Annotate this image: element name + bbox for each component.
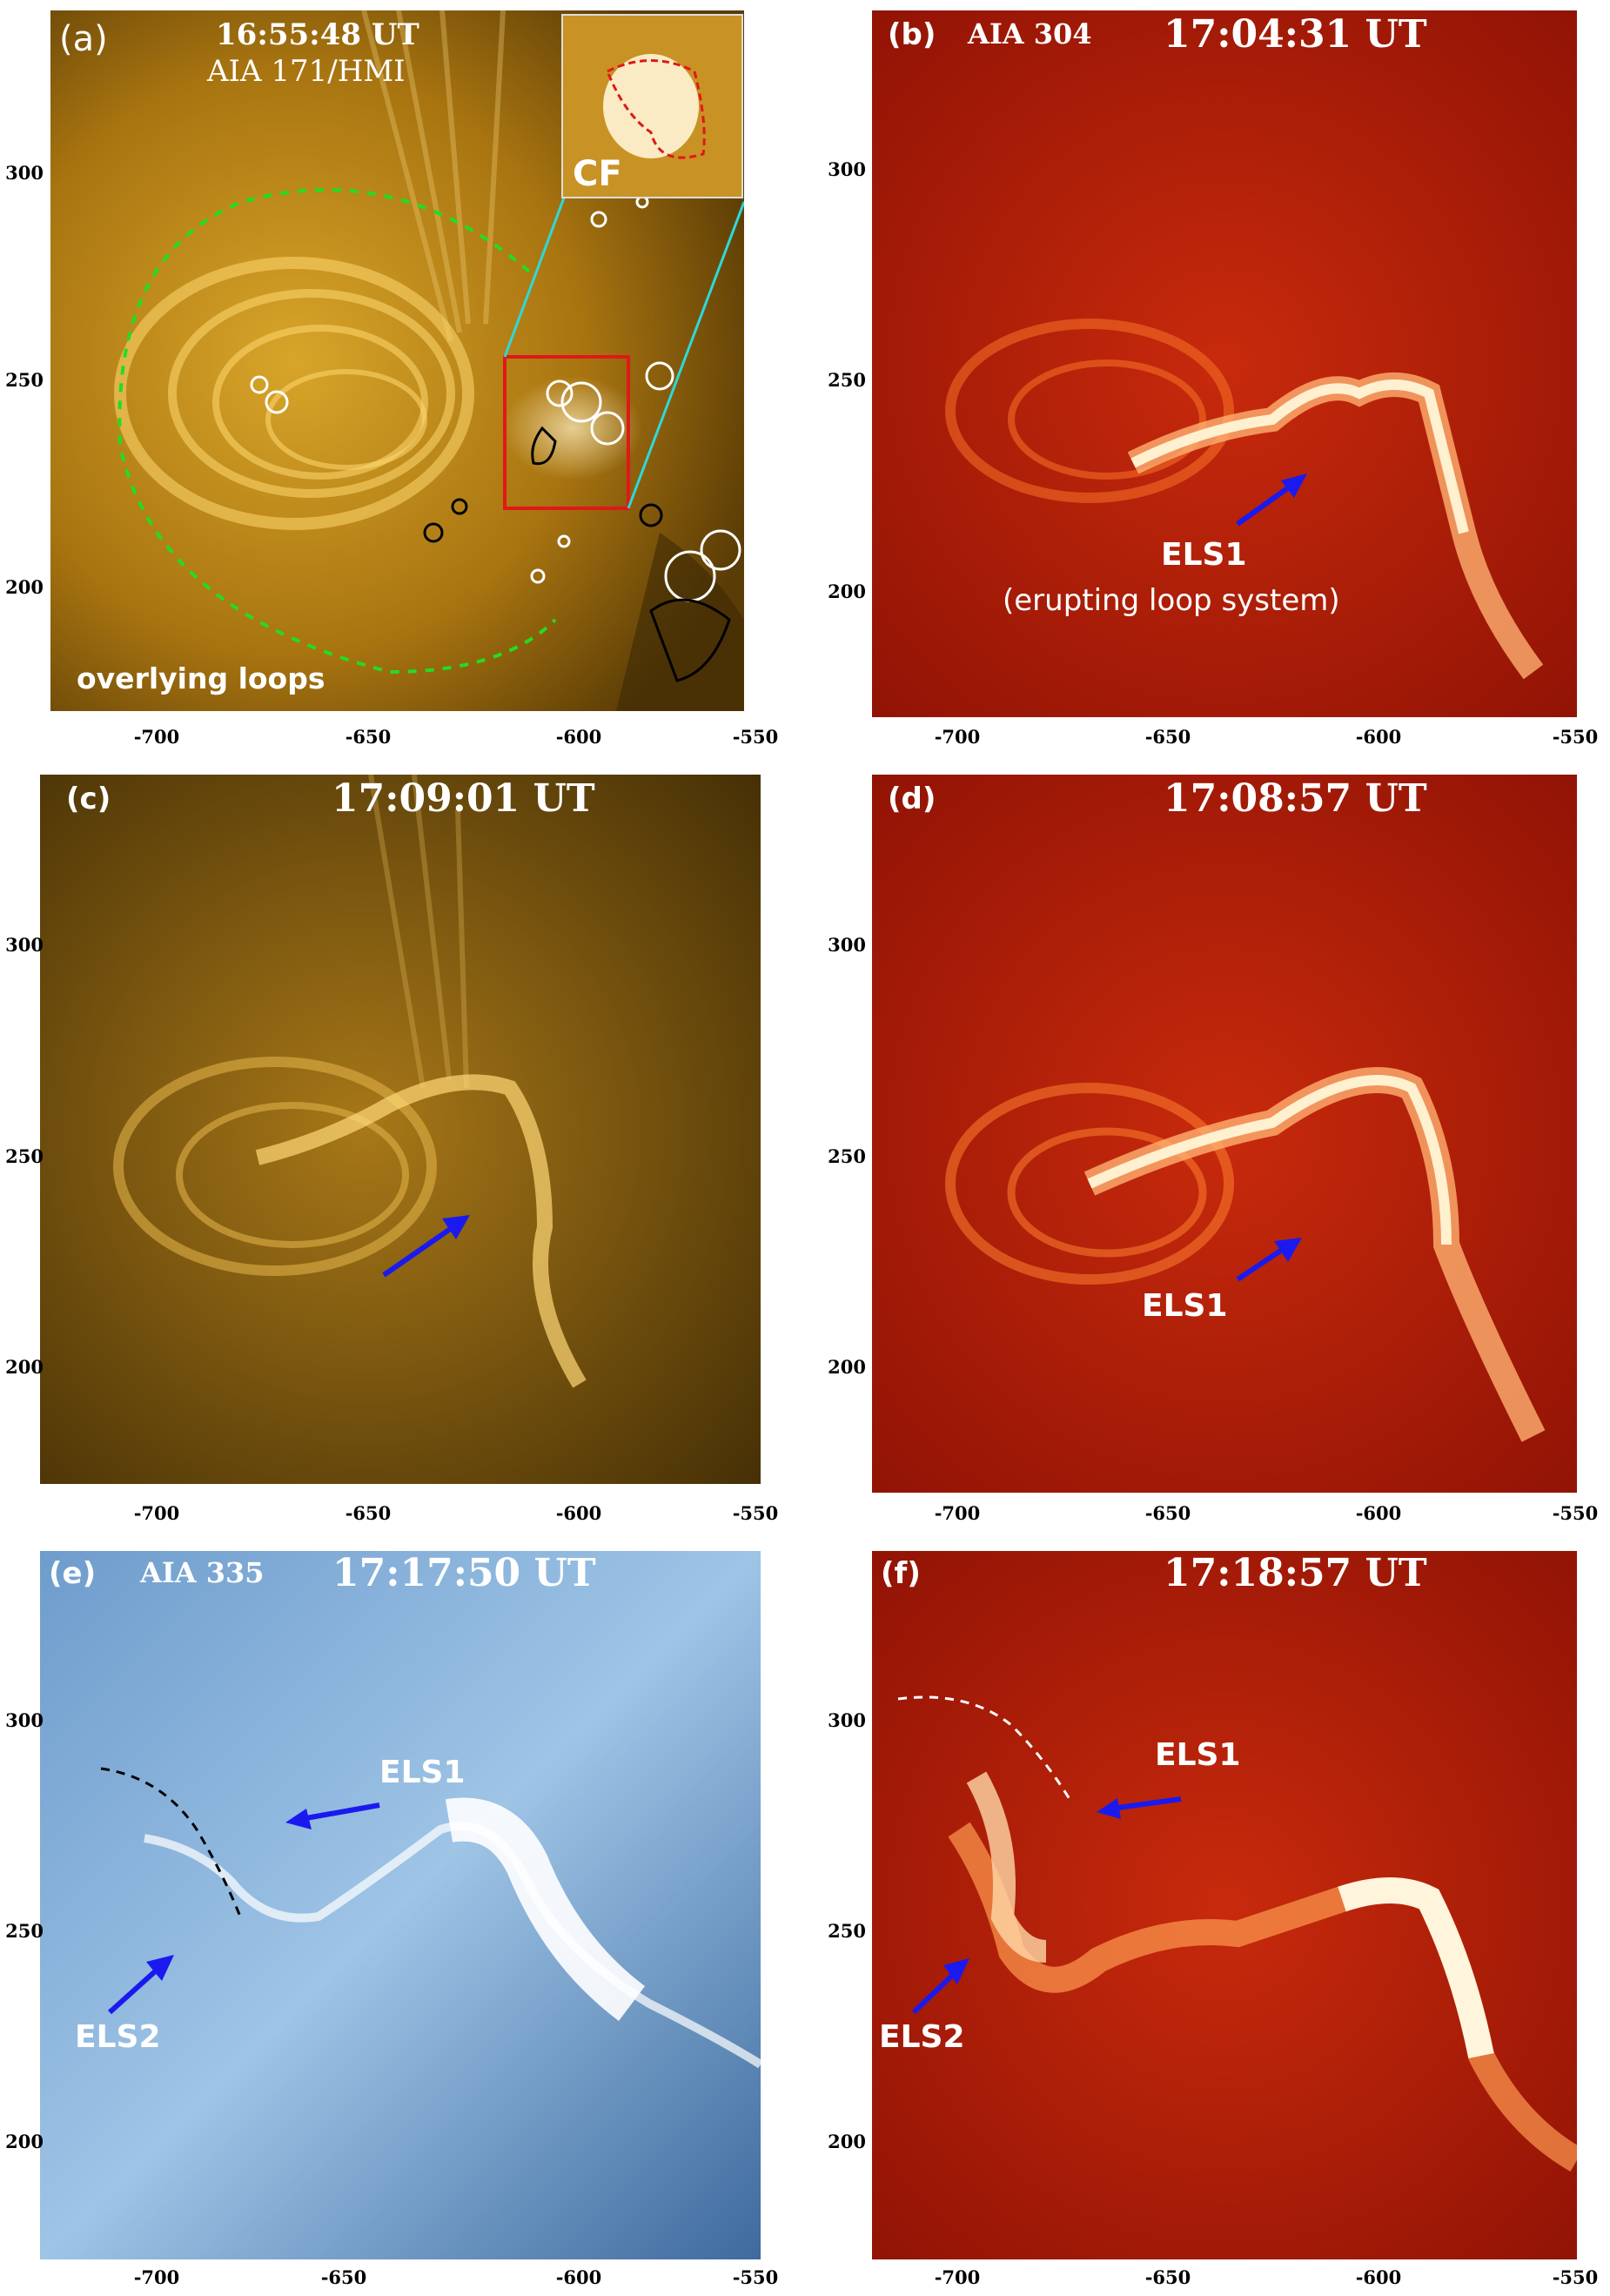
panel-d-image xyxy=(872,775,1577,1493)
panel-b-ytick-200: 200 xyxy=(828,581,866,602)
panel-c-xtick-550: -550 xyxy=(732,1502,779,1524)
panel-e-xtick-650: -650 xyxy=(320,2266,367,2288)
panel-c-ytick-200: 200 xyxy=(5,1356,44,1378)
panel-d: (d) 17:08:57 UT ELS1 xyxy=(872,775,1577,1493)
panel-f-annotation-2: ELS2 xyxy=(879,2019,965,2055)
panel-a-ytick-250: 250 xyxy=(5,369,44,391)
panel-f-label: (f) xyxy=(881,1556,921,1591)
panel-a-inset-label: CF xyxy=(573,154,622,194)
panel-d-xtick-700: -700 xyxy=(934,1502,981,1524)
panel-f-xtick-650: -650 xyxy=(1144,2266,1191,2288)
panel-e-time: 17:17:50 UT xyxy=(332,1551,596,1595)
panel-c-xtick-650: -650 xyxy=(345,1502,392,1524)
panel-f-image xyxy=(872,1551,1577,2259)
panel-d-time: 17:08:57 UT xyxy=(1164,776,1427,821)
panel-c-xtick-700: -700 xyxy=(133,1502,180,1524)
panel-b: (b) AIA 304 17:04:31 UT ELS1 (erupting l… xyxy=(872,10,1577,717)
panel-b-ytick-300: 300 xyxy=(828,158,866,180)
panel-b-annotation: ELS1 xyxy=(1161,537,1247,573)
panel-b-time: 17:04:31 UT xyxy=(1164,12,1427,57)
panel-d-xtick-600: -600 xyxy=(1355,1502,1402,1524)
panel-a-image xyxy=(50,10,744,711)
panel-a-ytick-300: 300 xyxy=(5,162,44,184)
panel-e-ytick-300: 300 xyxy=(5,1709,44,1731)
panel-b-label: (b) xyxy=(888,17,936,52)
panel-f-annotation-1: ELS1 xyxy=(1155,1737,1241,1773)
panel-e-instrument: AIA 335 xyxy=(140,1556,265,1589)
panel-b-xtick-600: -600 xyxy=(1355,726,1402,748)
panel-a-instrument: AIA 171/HMI xyxy=(207,54,406,89)
panel-c-ytick-300: 300 xyxy=(5,934,44,956)
panel-a-xtick-700: -700 xyxy=(133,726,180,748)
panel-f-xtick-700: -700 xyxy=(934,2266,981,2288)
panel-e-image xyxy=(40,1551,761,2259)
panel-d-ytick-200: 200 xyxy=(828,1356,866,1378)
panel-b-arrow xyxy=(1236,473,1307,527)
panel-e-xtick-700: -700 xyxy=(133,2266,180,2288)
panel-f-time: 17:18:57 UT xyxy=(1164,1551,1427,1595)
panel-e-ytick-250: 250 xyxy=(5,1920,44,1942)
panel-c-xtick-600: -600 xyxy=(555,1502,602,1524)
panel-f-ytick-200: 200 xyxy=(828,2131,866,2152)
panel-d-xtick-550: -550 xyxy=(1552,1502,1599,1524)
panel-e-annotation-2: ELS2 xyxy=(75,2019,161,2055)
panel-c-ytick-250: 250 xyxy=(5,1145,44,1167)
panel-b-xtick-550: -550 xyxy=(1552,726,1599,748)
panel-f-ytick-300: 300 xyxy=(828,1709,866,1731)
panel-c-time: 17:09:01 UT xyxy=(332,776,595,821)
panel-b-xtick-650: -650 xyxy=(1144,726,1191,748)
panel-f-ytick-250: 250 xyxy=(828,1920,866,1942)
panel-f: (f) 17:18:57 UT ELS1 ELS2 xyxy=(872,1551,1577,2259)
panel-b-xtick-700: -700 xyxy=(934,726,981,748)
panel-e-annotation-1: ELS1 xyxy=(379,1755,466,1790)
panel-b-image xyxy=(872,10,1577,717)
panel-a-xtick-600: -600 xyxy=(555,726,602,748)
panel-c: (c) 17:09:01 UT xyxy=(40,775,761,1484)
panel-a-annotation: overlying loops xyxy=(77,661,325,695)
panel-d-ytick-300: 300 xyxy=(828,934,866,956)
panel-c-image xyxy=(40,775,761,1484)
panel-a-xtick-550: -550 xyxy=(732,726,779,748)
panel-e-ytick-200: 200 xyxy=(5,2131,44,2152)
panel-a-label: (a) xyxy=(59,19,108,59)
panel-a-time: 16:55:48 UT xyxy=(216,17,419,52)
panel-b-ytick-250: 250 xyxy=(828,369,866,391)
panel-d-label: (d) xyxy=(888,782,936,816)
panel-a: (a) 16:55:48 UT AIA 171/HMI CF overlying… xyxy=(50,10,744,711)
panel-d-xtick-650: -650 xyxy=(1144,1502,1191,1524)
panel-f-xtick-550: -550 xyxy=(1552,2266,1599,2288)
panel-c-label: (c) xyxy=(66,782,111,816)
panel-b-annotation-sub: (erupting loop system) xyxy=(1003,583,1340,618)
panel-b-instrument: AIA 304 xyxy=(968,17,1092,50)
panel-e-label: (e) xyxy=(49,1556,97,1591)
panel-e-xtick-600: -600 xyxy=(555,2266,602,2288)
panel-e-xtick-550: -550 xyxy=(732,2266,779,2288)
panel-a-ytick-200: 200 xyxy=(5,576,44,598)
panel-d-annotation: ELS1 xyxy=(1142,1288,1228,1324)
panel-f-xtick-600: -600 xyxy=(1355,2266,1402,2288)
panel-a-xtick-650: -650 xyxy=(345,726,392,748)
panel-e: (e) AIA 335 17:17:50 UT ELS1 ELS2 xyxy=(40,1551,761,2259)
panel-d-ytick-250: 250 xyxy=(828,1145,866,1167)
